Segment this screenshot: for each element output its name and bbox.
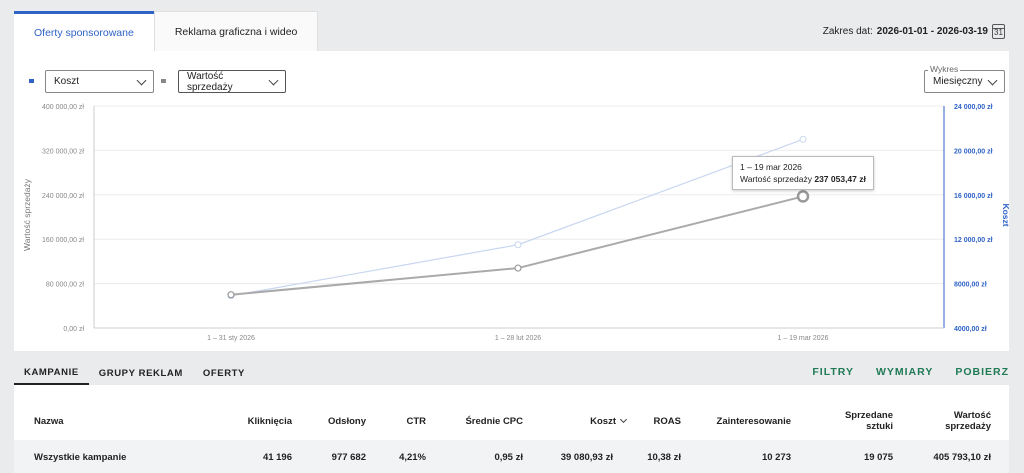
y-tick-label: 240 000,00 zł	[42, 193, 84, 200]
table-actions: FILTRY WYMIARY POBIERZ	[812, 366, 1009, 378]
y-tick-label: 160 000,00 zł	[42, 237, 84, 244]
y2-tick-label: 8000,00 zł	[954, 282, 987, 289]
header-ctr[interactable]: CTR	[406, 416, 426, 427]
line-chart: 0,00 zł 80 000,00 zł 160 000,00 zł 240 000,…	[22, 104, 1011, 342]
x-axis-ticks: 1 – 31 sty 2026 1 – 28 lut 2026 1 – 19 mar…	[207, 335, 829, 342]
chart-panel: Koszt Wartość sprzedaży Miesięczny Wykre…	[14, 51, 1009, 351]
tab-campaigns[interactable]: KAMPANIE	[14, 362, 89, 385]
tab-display-video[interactable]: Reklama graficzna i wideo	[153, 11, 319, 51]
calendar-icon[interactable]: 31	[992, 24, 1005, 39]
campaigns-table: Nazwa Kliknięcia Odsłony CTR Średnie CPC…	[14, 385, 1009, 473]
metric2-select[interactable]: Wartość sprzedaży	[178, 70, 286, 93]
cost-point	[514, 241, 522, 249]
cell-impressions: 977 682	[331, 452, 366, 463]
cell-units-sold: 19 075	[863, 452, 893, 463]
header-sales-value[interactable]: Wartość sprzedaży	[945, 410, 991, 432]
tooltip-label: Wartość sprzedaży	[740, 174, 812, 184]
header-cost-label: Koszt	[590, 416, 616, 427]
chart-series	[227, 135, 810, 300]
header-clicks[interactable]: Kliknięcia	[247, 416, 292, 427]
cell-avg-cpc: 0,95 zł	[494, 452, 523, 463]
tab-ad-groups[interactable]: GRUPY REKLAM	[98, 368, 183, 379]
y-tick-label: 0,00 zł	[63, 326, 84, 333]
y-tick-label: 80 000,00 zł	[46, 282, 85, 289]
sales-legend-square	[161, 79, 166, 83]
y-tick-label: 400 000,00 zł	[42, 104, 84, 111]
x-tick-label: 1 – 28 lut 2026	[495, 335, 541, 342]
metric1-value: Koszt	[54, 76, 80, 87]
download-button[interactable]: POBIERZ	[955, 366, 1009, 378]
sales-point	[796, 190, 810, 203]
y2-tick-label: 24 000,00 zł	[954, 104, 993, 111]
dimensions-button[interactable]: WYMIARY	[875, 366, 934, 378]
calendar-day: 31	[994, 28, 1003, 37]
cell-interest: 10 273	[761, 452, 791, 463]
cell-ctr: 4,21%	[399, 452, 426, 463]
y2-tick-label: 12 000,00 zł	[954, 237, 993, 244]
metric1-select[interactable]: Koszt	[45, 70, 154, 93]
x-tick-label: 1 – 31 sty 2026	[207, 335, 255, 342]
chart-tooltip: 1 – 19 mar 2026 Wartość sprzedaży 237 05…	[732, 156, 874, 190]
date-range-value: 2026-01-01 - 2026-03-19	[876, 26, 988, 37]
tab-sponsored-offers[interactable]: Oferty sponsorowane	[14, 11, 154, 51]
sales-point	[514, 264, 522, 272]
y-axis-ticks: 0,00 zł 80 000,00 zł 160 000,00 zł 240 000,…	[42, 104, 84, 333]
header-impressions[interactable]: Odsłony	[327, 416, 366, 427]
y2-axis-label: Koszt	[1001, 203, 1011, 226]
date-range-label: Zakres dat:	[822, 26, 873, 37]
tooltip-title: 1 – 19 mar 2026	[740, 162, 802, 172]
filters-button[interactable]: FILTRY	[812, 366, 854, 378]
sort-desc-icon	[619, 415, 628, 424]
tab-offers[interactable]: OFERTY	[202, 368, 245, 379]
y-axis-label: Wartość sprzedaży	[22, 178, 32, 251]
header-cost[interactable]: Koszt	[590, 415, 628, 427]
header-interest[interactable]: Zainteresowanie	[716, 416, 791, 427]
x-tick-label: 1 – 19 mar 2026	[778, 335, 829, 342]
report-tabs: Oferty sponsorowane Reklama graficzna i …	[14, 11, 319, 51]
cell-cost: 39 080,93 zł	[560, 452, 613, 463]
cell-roas: 10,38 zł	[647, 452, 681, 463]
header-roas[interactable]: ROAS	[653, 416, 681, 427]
period-select[interactable]: Miesięczny	[924, 70, 1005, 93]
chart-axes	[93, 106, 945, 329]
metric2-value: Wartość sprzedaży	[187, 70, 233, 93]
sales-point	[227, 291, 235, 299]
date-range: Zakres dat: 2026-01-01 - 2026-03-19 31	[823, 24, 1005, 39]
chart-grid	[94, 105, 944, 329]
cell-name: Wszystkie kampanie	[34, 452, 127, 463]
table-row[interactable]	[14, 440, 1009, 473]
period-label: Wykres	[928, 64, 961, 74]
table-tabs: KAMPANIE GRUPY REKLAM OFERTY	[14, 362, 255, 385]
cell-clicks: 41 196	[262, 452, 292, 463]
header-name[interactable]: Nazwa	[34, 416, 64, 427]
header-avg-cpc[interactable]: Średnie CPC	[465, 416, 523, 427]
tooltip-value: 237 053,47 zł	[814, 174, 866, 184]
y2-tick-label: 16 000,00 zł	[954, 193, 993, 200]
period-value: Miesięczny	[933, 76, 983, 87]
y2-axis-ticks: 4000,00 zł 8000,00 zł 12 000,00 zł 16 000,0…	[954, 104, 993, 333]
y2-tick-label: 4000,00 zł	[954, 326, 987, 333]
header-units-sold[interactable]: Sprzedane sztuki	[844, 410, 893, 432]
cell-sales-value: 405 793,10 zł	[933, 452, 991, 463]
y-tick-label: 320 000,00 zł	[42, 148, 84, 155]
cost-legend-square	[29, 79, 34, 83]
cost-point	[799, 135, 807, 143]
y2-tick-label: 20 000,00 zł	[954, 148, 993, 155]
